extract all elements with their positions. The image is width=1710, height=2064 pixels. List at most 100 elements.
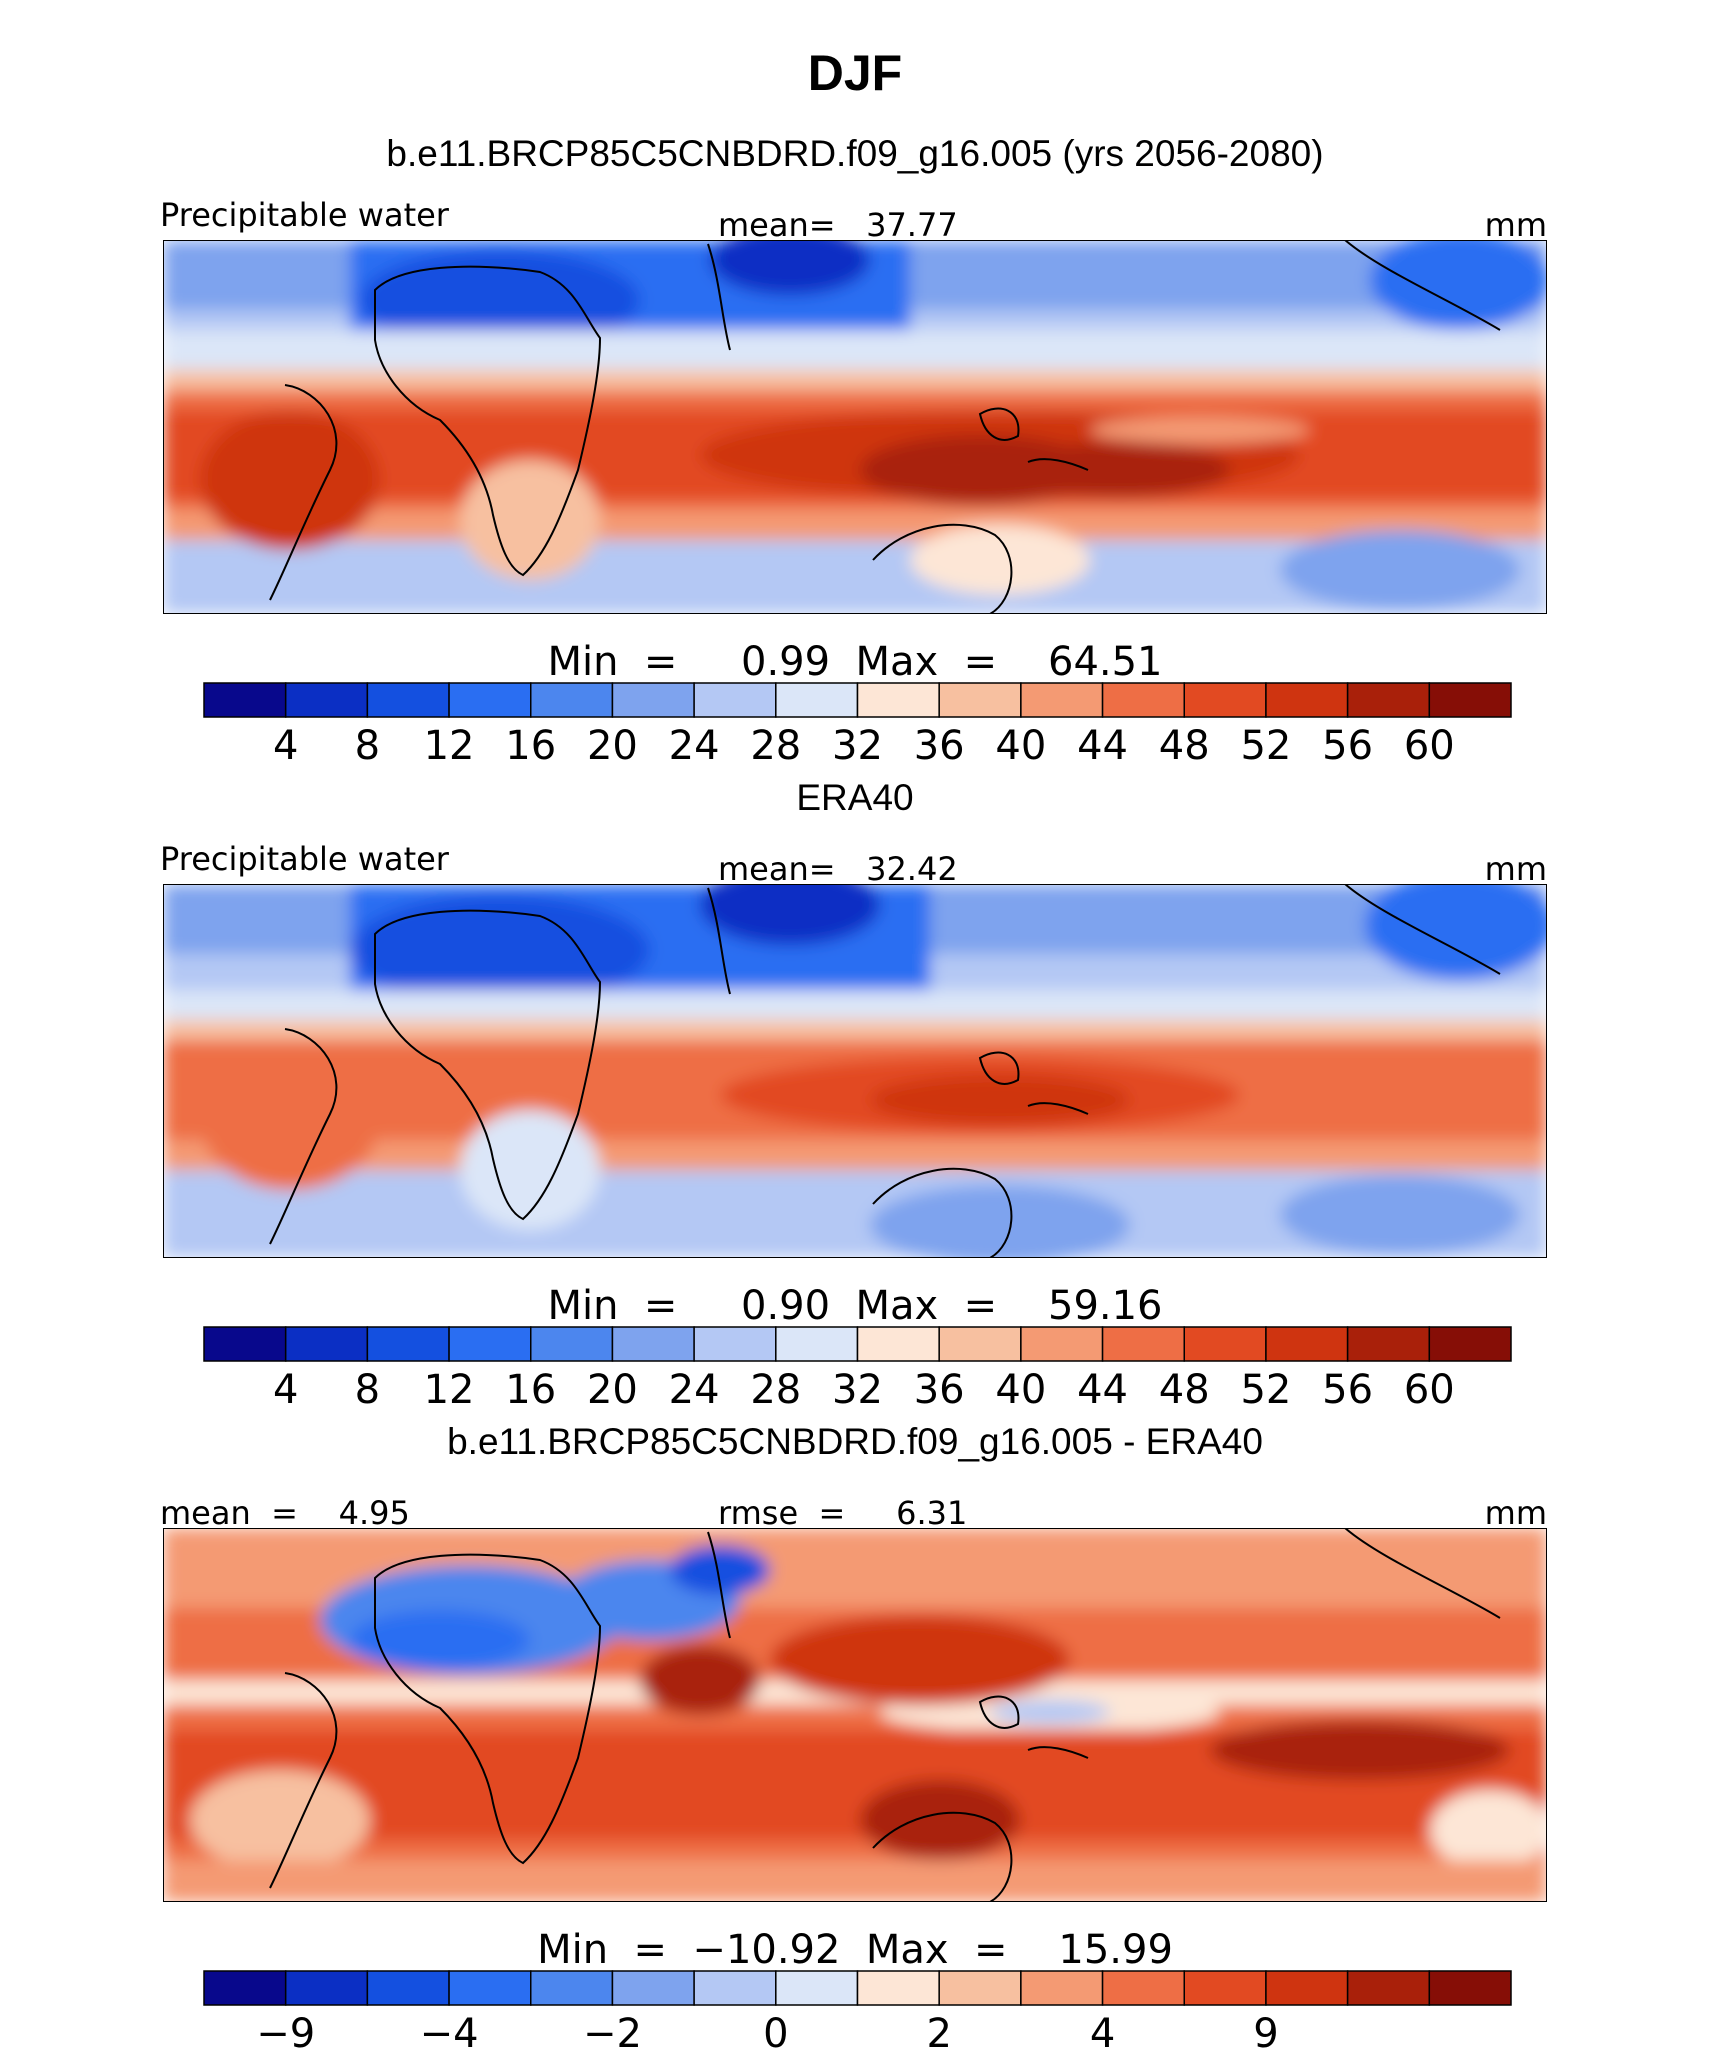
colorbar-box: [1428, 1970, 1512, 2006]
colorbar-box: [1428, 1326, 1512, 1362]
colorbar-tick-label: 12: [424, 723, 475, 769]
colorbar-tick-label: 60: [1404, 1367, 1455, 1413]
units-label: mm: [1485, 206, 1547, 244]
mean-label: mean = 4.95: [160, 1494, 410, 1532]
mean-label: mean= 32.42: [718, 850, 958, 888]
colorbar-tick-label: 36: [914, 723, 965, 769]
colorbar-box: [938, 682, 1022, 718]
colorbar-tick-label: 2: [926, 2011, 951, 2057]
colorbar-box: [1346, 1970, 1431, 2006]
colorbar-tick-label: 36: [914, 1367, 965, 1413]
map-field: [163, 240, 1547, 614]
panel-model: b.e11.BRCP85C5CNBDRD.f09_g16.005 (yrs 20…: [160, 133, 1547, 769]
colorbar-box: [1183, 1970, 1267, 2006]
colorbar-box: [366, 682, 450, 718]
colorbar-tick-label: 16: [505, 723, 556, 769]
colorbar-box: [284, 1970, 369, 2006]
colorbar-tick-label: 28: [750, 1367, 801, 1413]
coastlines: [269, 884, 1501, 1258]
colorbar-tick-label: 52: [1240, 723, 1291, 769]
colorbar-box: [530, 1326, 614, 1362]
colorbar-box: [693, 682, 777, 718]
colorbar-tick-label: 40: [995, 723, 1046, 769]
colorbar-box: [1346, 682, 1431, 718]
colorbar-box: [856, 1326, 940, 1362]
units-label: mm: [1485, 850, 1547, 888]
colorbar-box: [938, 1326, 1022, 1362]
map-field: [163, 1528, 1547, 1902]
colorbar-box: [1101, 1970, 1186, 2006]
colorbar-box: [693, 1970, 777, 2006]
colorbar-box: [1265, 682, 1349, 718]
colorbar-tick-label: −9: [256, 2011, 315, 2057]
colorbar-tick-label: 12: [424, 1367, 475, 1413]
colorbar-box: [1183, 682, 1267, 718]
colorbar-box: [775, 682, 859, 718]
colorbar-tick-label: 48: [1159, 1367, 1210, 1413]
panel-diff: b.e11.BRCP85C5CNBDRD.f09_g16.005 - ERA40…: [160, 1421, 1547, 2057]
colorbar: 4 8 12 16 20 24 28 32 36 40 44 48 52 56 60: [203, 682, 1512, 769]
left-label: Precipitable water: [160, 196, 450, 234]
colorbar-box: [1265, 1970, 1349, 2006]
colorbar-box: [1020, 1970, 1104, 2006]
minmax-label: Min = −10.92 Max = 15.99: [537, 1927, 1173, 1973]
left-label: Precipitable water: [160, 840, 450, 878]
map-field: [163, 884, 1547, 1258]
colorbar-tick-label: 40: [995, 1367, 1046, 1413]
panel-title: ERA40: [796, 777, 913, 818]
colorbar-box: [448, 1970, 532, 2006]
colorbar-tick-label: 4: [273, 723, 298, 769]
colorbar-tick-label: −4: [420, 2011, 479, 2057]
colorbar-box: [1428, 682, 1512, 718]
colorbar-box: [448, 682, 532, 718]
colorbar-tick-label: 56: [1322, 723, 1373, 769]
colorbar-tick-label: 52: [1240, 1367, 1291, 1413]
colorbar: −9 −4 −2 0 2 4 9: [203, 1970, 1512, 2057]
units-label: mm: [1485, 1494, 1547, 1532]
rmse-label: rmse = 6.31: [718, 1494, 967, 1532]
panel-title: b.e11.BRCP85C5CNBDRD.f09_g16.005 (yrs 20…: [386, 133, 1323, 174]
colorbar-box: [1020, 1326, 1104, 1362]
colorbar-box: [203, 1326, 287, 1362]
colorbar-box: [284, 682, 369, 718]
coastlines: [269, 240, 1501, 614]
colorbar-tick-label: −2: [583, 2011, 642, 2057]
colorbar-tick-label: 4: [1090, 2011, 1115, 2057]
minmax-label: Min = 0.90 Max = 59.16: [548, 1283, 1163, 1329]
colorbar-tick-label: 9: [1253, 2011, 1278, 2057]
colorbar-tick-label: 48: [1159, 723, 1210, 769]
colorbar-box: [938, 1970, 1022, 2006]
colorbar-box: [366, 1326, 450, 1362]
colorbar-tick-label: 8: [355, 1367, 380, 1413]
colorbar-box: [856, 1970, 940, 2006]
colorbar-tick-label: 44: [1077, 723, 1128, 769]
colorbar-box: [203, 1970, 287, 2006]
colorbar-tick-label: 0: [763, 2011, 788, 2057]
colorbar-box: [611, 1326, 695, 1362]
colorbar-box: [203, 682, 287, 718]
figure-title: DJF: [808, 45, 902, 101]
colorbar-box: [366, 1970, 450, 2006]
colorbar-tick-label: 32: [832, 1367, 883, 1413]
colorbar-box: [693, 1326, 777, 1362]
colorbar-box: [611, 682, 695, 718]
colorbar-tick-label: 60: [1404, 723, 1455, 769]
colorbar-box: [530, 1970, 614, 2006]
colorbar-tick-label: 32: [832, 723, 883, 769]
colorbar-tick-label: 44: [1077, 1367, 1128, 1413]
colorbar-box: [775, 1970, 859, 2006]
colorbar: 4 8 12 16 20 24 28 32 36 40 44 48 52 56 60: [203, 1326, 1512, 1413]
colorbar-box: [856, 682, 940, 718]
coastlines: [269, 1528, 1501, 1902]
colorbar-box: [1101, 1326, 1186, 1362]
colorbar-tick-label: 24: [669, 1367, 720, 1413]
colorbar-tick-label: 56: [1322, 1367, 1373, 1413]
minmax-label: Min = 0.99 Max = 64.51: [548, 639, 1163, 685]
panel-title: b.e11.BRCP85C5CNBDRD.f09_g16.005 - ERA40: [447, 1421, 1263, 1462]
colorbar-tick-label: 16: [505, 1367, 556, 1413]
colorbar-tick-label: 20: [587, 723, 638, 769]
panel-obs: ERA40 Precipitable water mean= 32.42 mm: [160, 777, 1547, 1413]
colorbar-box: [1101, 682, 1186, 718]
colorbar-box: [1265, 1326, 1349, 1362]
